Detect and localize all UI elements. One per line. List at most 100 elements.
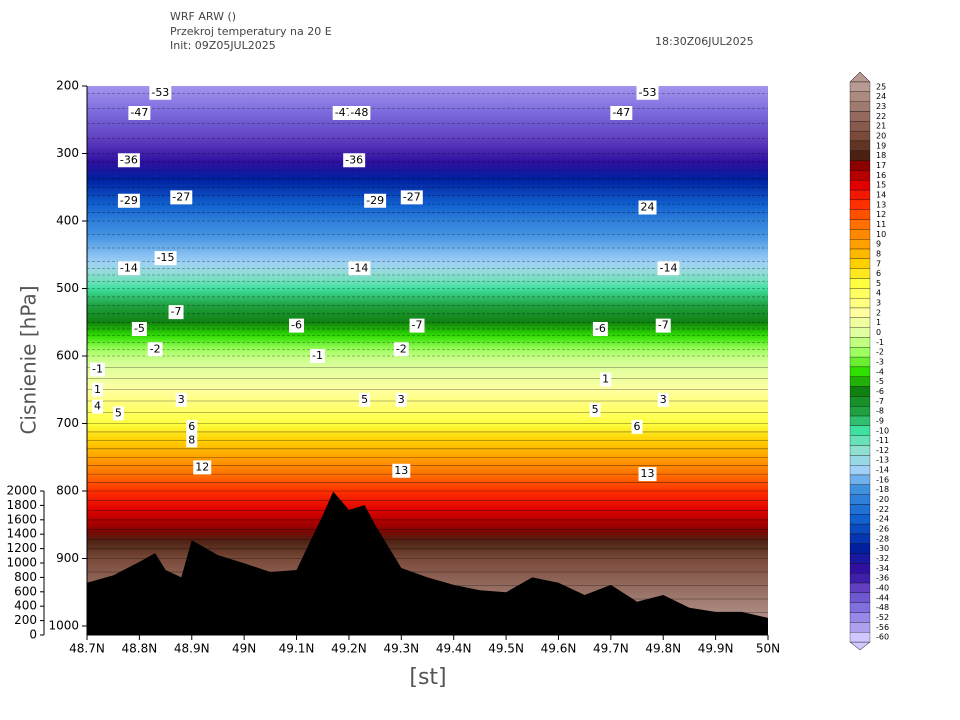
colorbar-label: -36 [876, 574, 889, 583]
contour-label: -27 [403, 190, 421, 203]
terrain [87, 491, 768, 635]
colorbar-label: -12 [876, 446, 889, 455]
colorbar-label: 17 [876, 161, 886, 170]
contour-label: -15 [157, 251, 175, 264]
colorbar-label: 15 [876, 181, 886, 190]
y-tick-label: 200 [56, 79, 79, 93]
y-tick-label: 1000 [48, 619, 79, 633]
contour-label-box [91, 382, 103, 397]
h-tick-label: 1000 [6, 556, 37, 570]
contour-label: -29 [120, 194, 138, 207]
contour-label-box [657, 392, 669, 407]
colorbar-label: -26 [876, 525, 889, 534]
contour-label-box [348, 106, 371, 120]
contour-label-box [175, 392, 187, 407]
colorbar-cell [849, 189, 871, 201]
colorbar-cell [849, 288, 871, 299]
colorbar-label: 12 [876, 210, 886, 219]
colorbar-cell [849, 268, 871, 279]
colorbar-cell [849, 258, 871, 269]
title: WRF ARW () [170, 10, 236, 23]
colorbar-label: 24 [876, 92, 886, 101]
contour-label-box [343, 153, 366, 168]
h-tick-label: 1200 [6, 541, 37, 555]
colorbar-cell [849, 415, 871, 427]
contour-label: -29 [366, 194, 384, 207]
contour-label-box [348, 261, 371, 276]
contour-label: -14 [120, 261, 138, 274]
colorbar-cell [849, 150, 871, 161]
colorbar-label: -9 [876, 416, 884, 425]
contour-label: 12 [195, 460, 209, 473]
colorbar-label: 6 [876, 269, 881, 278]
y-tick-label: 600 [56, 349, 79, 363]
y-tick-label: 900 [56, 551, 79, 565]
h-tick-label: 2000 [6, 484, 37, 498]
colorbar-cell [849, 396, 871, 407]
colorbar-label: 9 [876, 240, 881, 249]
contour-label: 1 [602, 373, 609, 386]
colorbar-cell [849, 543, 871, 554]
colorbar-cell [849, 455, 871, 466]
contour-label-box [400, 190, 423, 205]
x-tick-label: 50N [756, 642, 780, 656]
contour-label-box [364, 193, 387, 208]
contour-label-box [592, 322, 608, 336]
colorbar-label: -14 [876, 466, 889, 475]
temperature-band [87, 86, 768, 154]
colorbar-cell [849, 582, 871, 594]
colorbar-label: -30 [876, 544, 889, 553]
contour-label-box [149, 85, 172, 100]
contour-label-box [589, 403, 601, 417]
h-tick-label: 1600 [6, 512, 37, 526]
colorbar-label: 20 [876, 132, 886, 141]
colorbar-cell [849, 553, 871, 564]
contour-label: 5 [115, 406, 122, 419]
y-tick-label: 800 [56, 484, 79, 498]
colorbar-label: -56 [876, 623, 889, 632]
contour-label: -6 [595, 322, 606, 335]
contour-label-box [600, 372, 612, 387]
contour-label-box [657, 261, 680, 276]
colorbar-cell [849, 239, 871, 250]
colorbar-label: 7 [876, 259, 881, 268]
colorbar-cell [849, 356, 871, 368]
colorbar-cell [849, 130, 871, 142]
x-tick-label: 49.5N [488, 642, 524, 656]
colorbar-cell [849, 376, 871, 387]
valid-time: 18:30Z06JUL2025 [655, 35, 754, 48]
contour-label: 6 [634, 420, 641, 433]
colorbar-label: -1 [876, 338, 884, 347]
colorbar-label: 8 [876, 249, 881, 258]
contour-label: 4 [94, 400, 101, 413]
colorbar-cell [849, 592, 871, 603]
colorbar-label: -8 [876, 407, 884, 416]
contour-label: -7 [412, 319, 423, 332]
contour-label-box [392, 463, 411, 478]
colorbar-cell [849, 602, 871, 613]
colorbar-cell [849, 632, 871, 643]
h-tick-label: 400 [14, 599, 37, 613]
colorbar-cell [849, 445, 871, 456]
subtitle: Przekroj temperatury na 20 E [170, 25, 332, 38]
colorbar-label: -28 [876, 534, 889, 543]
temperature-band [87, 322, 768, 357]
contour-label: -47 [335, 106, 353, 119]
contour-label-box [359, 392, 371, 407]
colorbar-label: -3 [876, 358, 884, 367]
y-tick-label: 400 [56, 214, 79, 228]
colorbar-label: 11 [876, 220, 886, 229]
colorbar-cell [849, 474, 871, 485]
y-tick-label: 700 [56, 416, 79, 430]
contour-label: -36 [345, 153, 363, 166]
colorbar-label: -7 [876, 397, 884, 406]
h-tick-label: 800 [14, 570, 37, 584]
contour-label-box [168, 305, 184, 320]
colorbar-label: 0 [876, 328, 881, 337]
colorbar-label: 16 [876, 171, 886, 180]
colorbar-label: 21 [876, 122, 886, 131]
contour-label: -2 [150, 342, 161, 355]
colorbar-label: -16 [876, 475, 889, 484]
contour-label-box [636, 85, 659, 100]
